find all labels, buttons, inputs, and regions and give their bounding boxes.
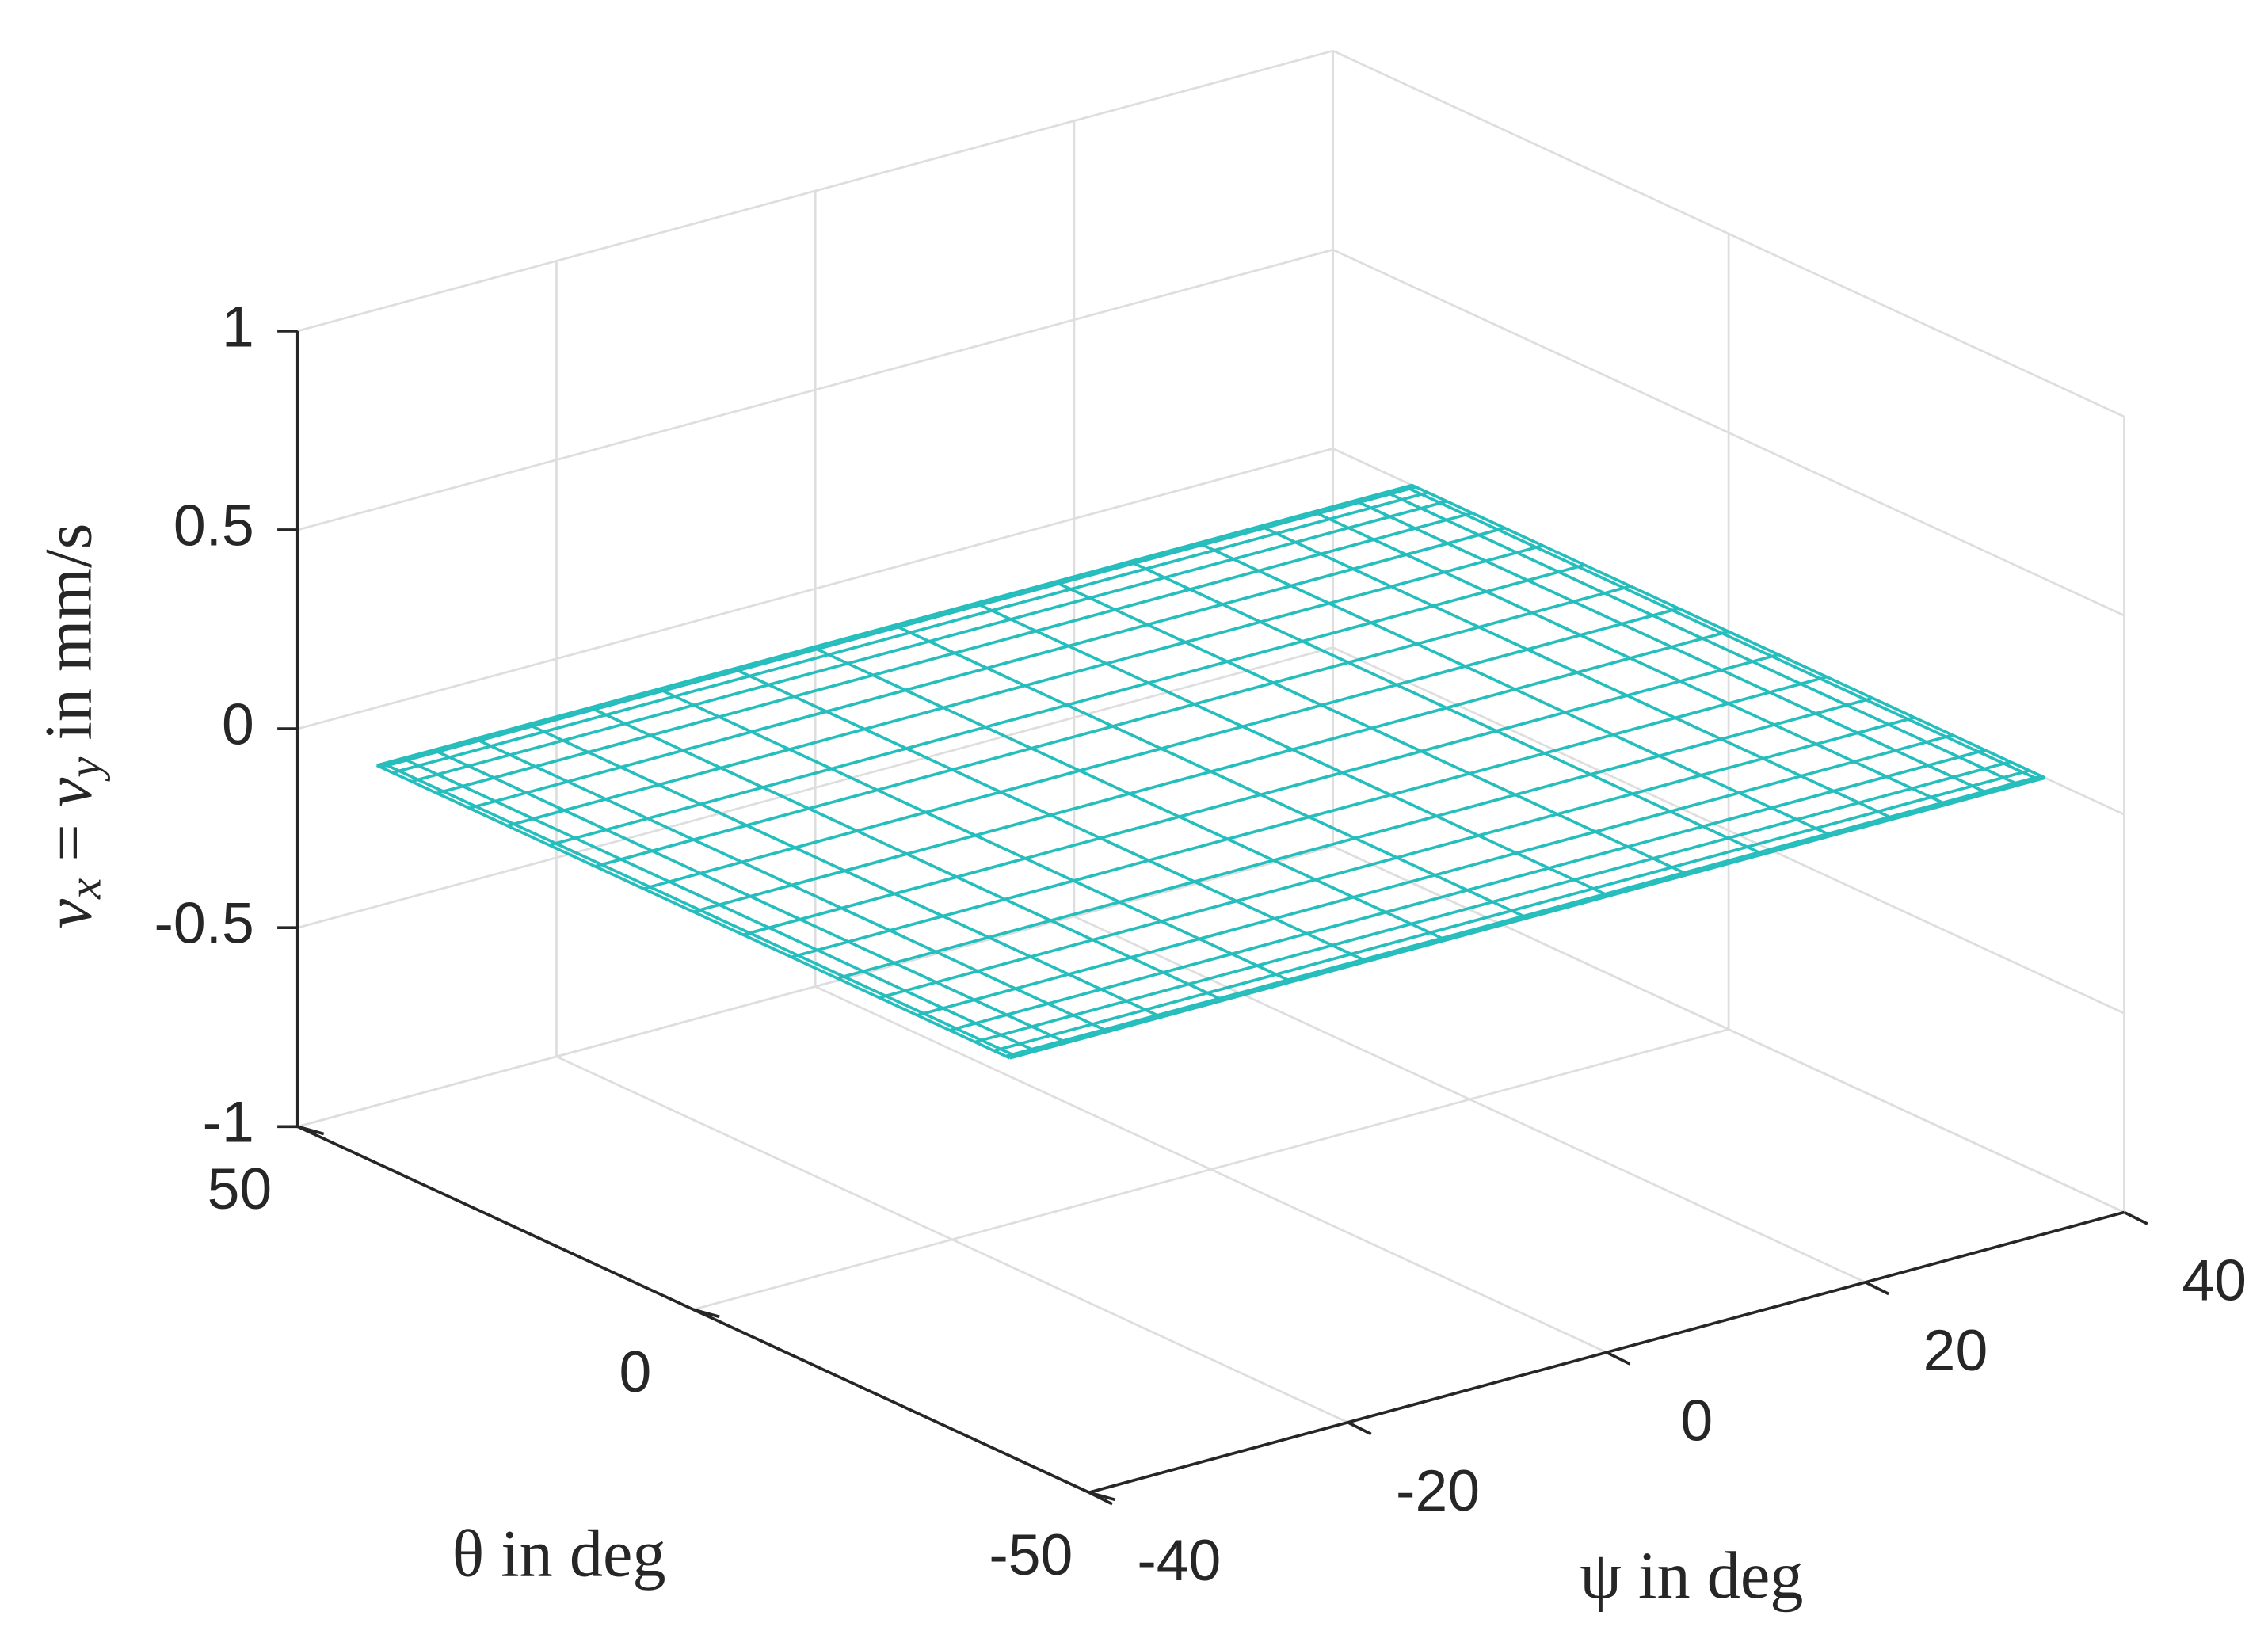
grid-line — [297, 49, 1333, 333]
grid-line — [297, 248, 1333, 531]
y-tick-label: 0 — [619, 1339, 652, 1404]
y-axis-label: θ in deg — [452, 1518, 666, 1591]
tick — [297, 1125, 325, 1136]
mesh-line — [1386, 490, 2020, 787]
grid-line — [1332, 845, 2125, 1213]
mesh-line — [812, 646, 1447, 942]
z-label-part: y — [59, 756, 111, 782]
mesh-line — [475, 737, 1109, 1033]
mesh-line — [1411, 483, 2046, 779]
mesh-line — [528, 722, 1162, 1019]
y-tick-label: 50 — [208, 1156, 273, 1221]
tick — [1088, 1491, 1113, 1506]
mesh-line — [1198, 541, 1832, 837]
z-label-part: v — [32, 898, 106, 928]
grid-line — [297, 646, 1333, 929]
x-tick-label: 20 — [1923, 1318, 1988, 1383]
mesh-line — [733, 667, 1368, 963]
z-label-part: = — [32, 807, 106, 878]
z-tick-label: -1 — [203, 1090, 254, 1155]
z-label-part: v — [32, 777, 106, 807]
mesh-line — [1313, 510, 1948, 806]
mesh-line — [383, 762, 1017, 1058]
tick — [1347, 1421, 1372, 1436]
mesh-line — [894, 623, 1528, 920]
mesh-line — [1054, 580, 1689, 876]
grid-line — [1332, 49, 2125, 418]
mesh-line — [375, 764, 1011, 1060]
grid-line — [1332, 249, 2125, 617]
grid-line — [297, 448, 1333, 730]
mesh-line — [589, 706, 1225, 1002]
mesh-line — [402, 756, 1037, 1053]
z-label-part: in mm/s — [32, 524, 106, 757]
tick — [1606, 1351, 1631, 1366]
z-axis-label: vx = vy in mm/s — [32, 524, 111, 929]
mesh-line — [975, 601, 1610, 897]
mesh-line — [433, 749, 1068, 1045]
grid-line — [692, 1028, 1729, 1311]
x-tick-label: -40 — [1137, 1528, 1221, 1593]
tick — [692, 1308, 720, 1319]
x-tick-label: 40 — [2182, 1248, 2247, 1312]
mesh-line — [1260, 524, 1895, 821]
z-tick-label: 0 — [222, 691, 254, 756]
y-tick-label: -50 — [989, 1522, 1073, 1587]
z-tick-label: -0.5 — [154, 891, 253, 956]
mesh-line — [658, 688, 1293, 984]
grid-line — [297, 845, 1333, 1128]
x-tick-label: 0 — [1680, 1388, 1713, 1453]
tick — [2123, 1210, 2148, 1225]
x-axis-label: ψ in deg — [1580, 1539, 1803, 1613]
grid-line — [1332, 646, 2125, 1015]
mesh-line — [1405, 486, 2040, 781]
mesh-line — [1129, 560, 1764, 856]
x-tick-label: -20 — [1396, 1458, 1480, 1523]
z-tick-label: 1 — [222, 294, 254, 359]
mesh-line — [1354, 499, 1989, 795]
tick — [1864, 1281, 1889, 1296]
z-label-part: x — [59, 878, 111, 900]
z-tick-label: 0.5 — [173, 493, 254, 558]
